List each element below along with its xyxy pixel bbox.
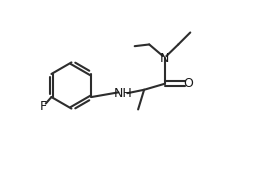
Text: N: N [160,52,169,65]
Text: O: O [183,77,193,90]
Text: F: F [40,100,47,113]
Text: NH: NH [113,87,132,100]
